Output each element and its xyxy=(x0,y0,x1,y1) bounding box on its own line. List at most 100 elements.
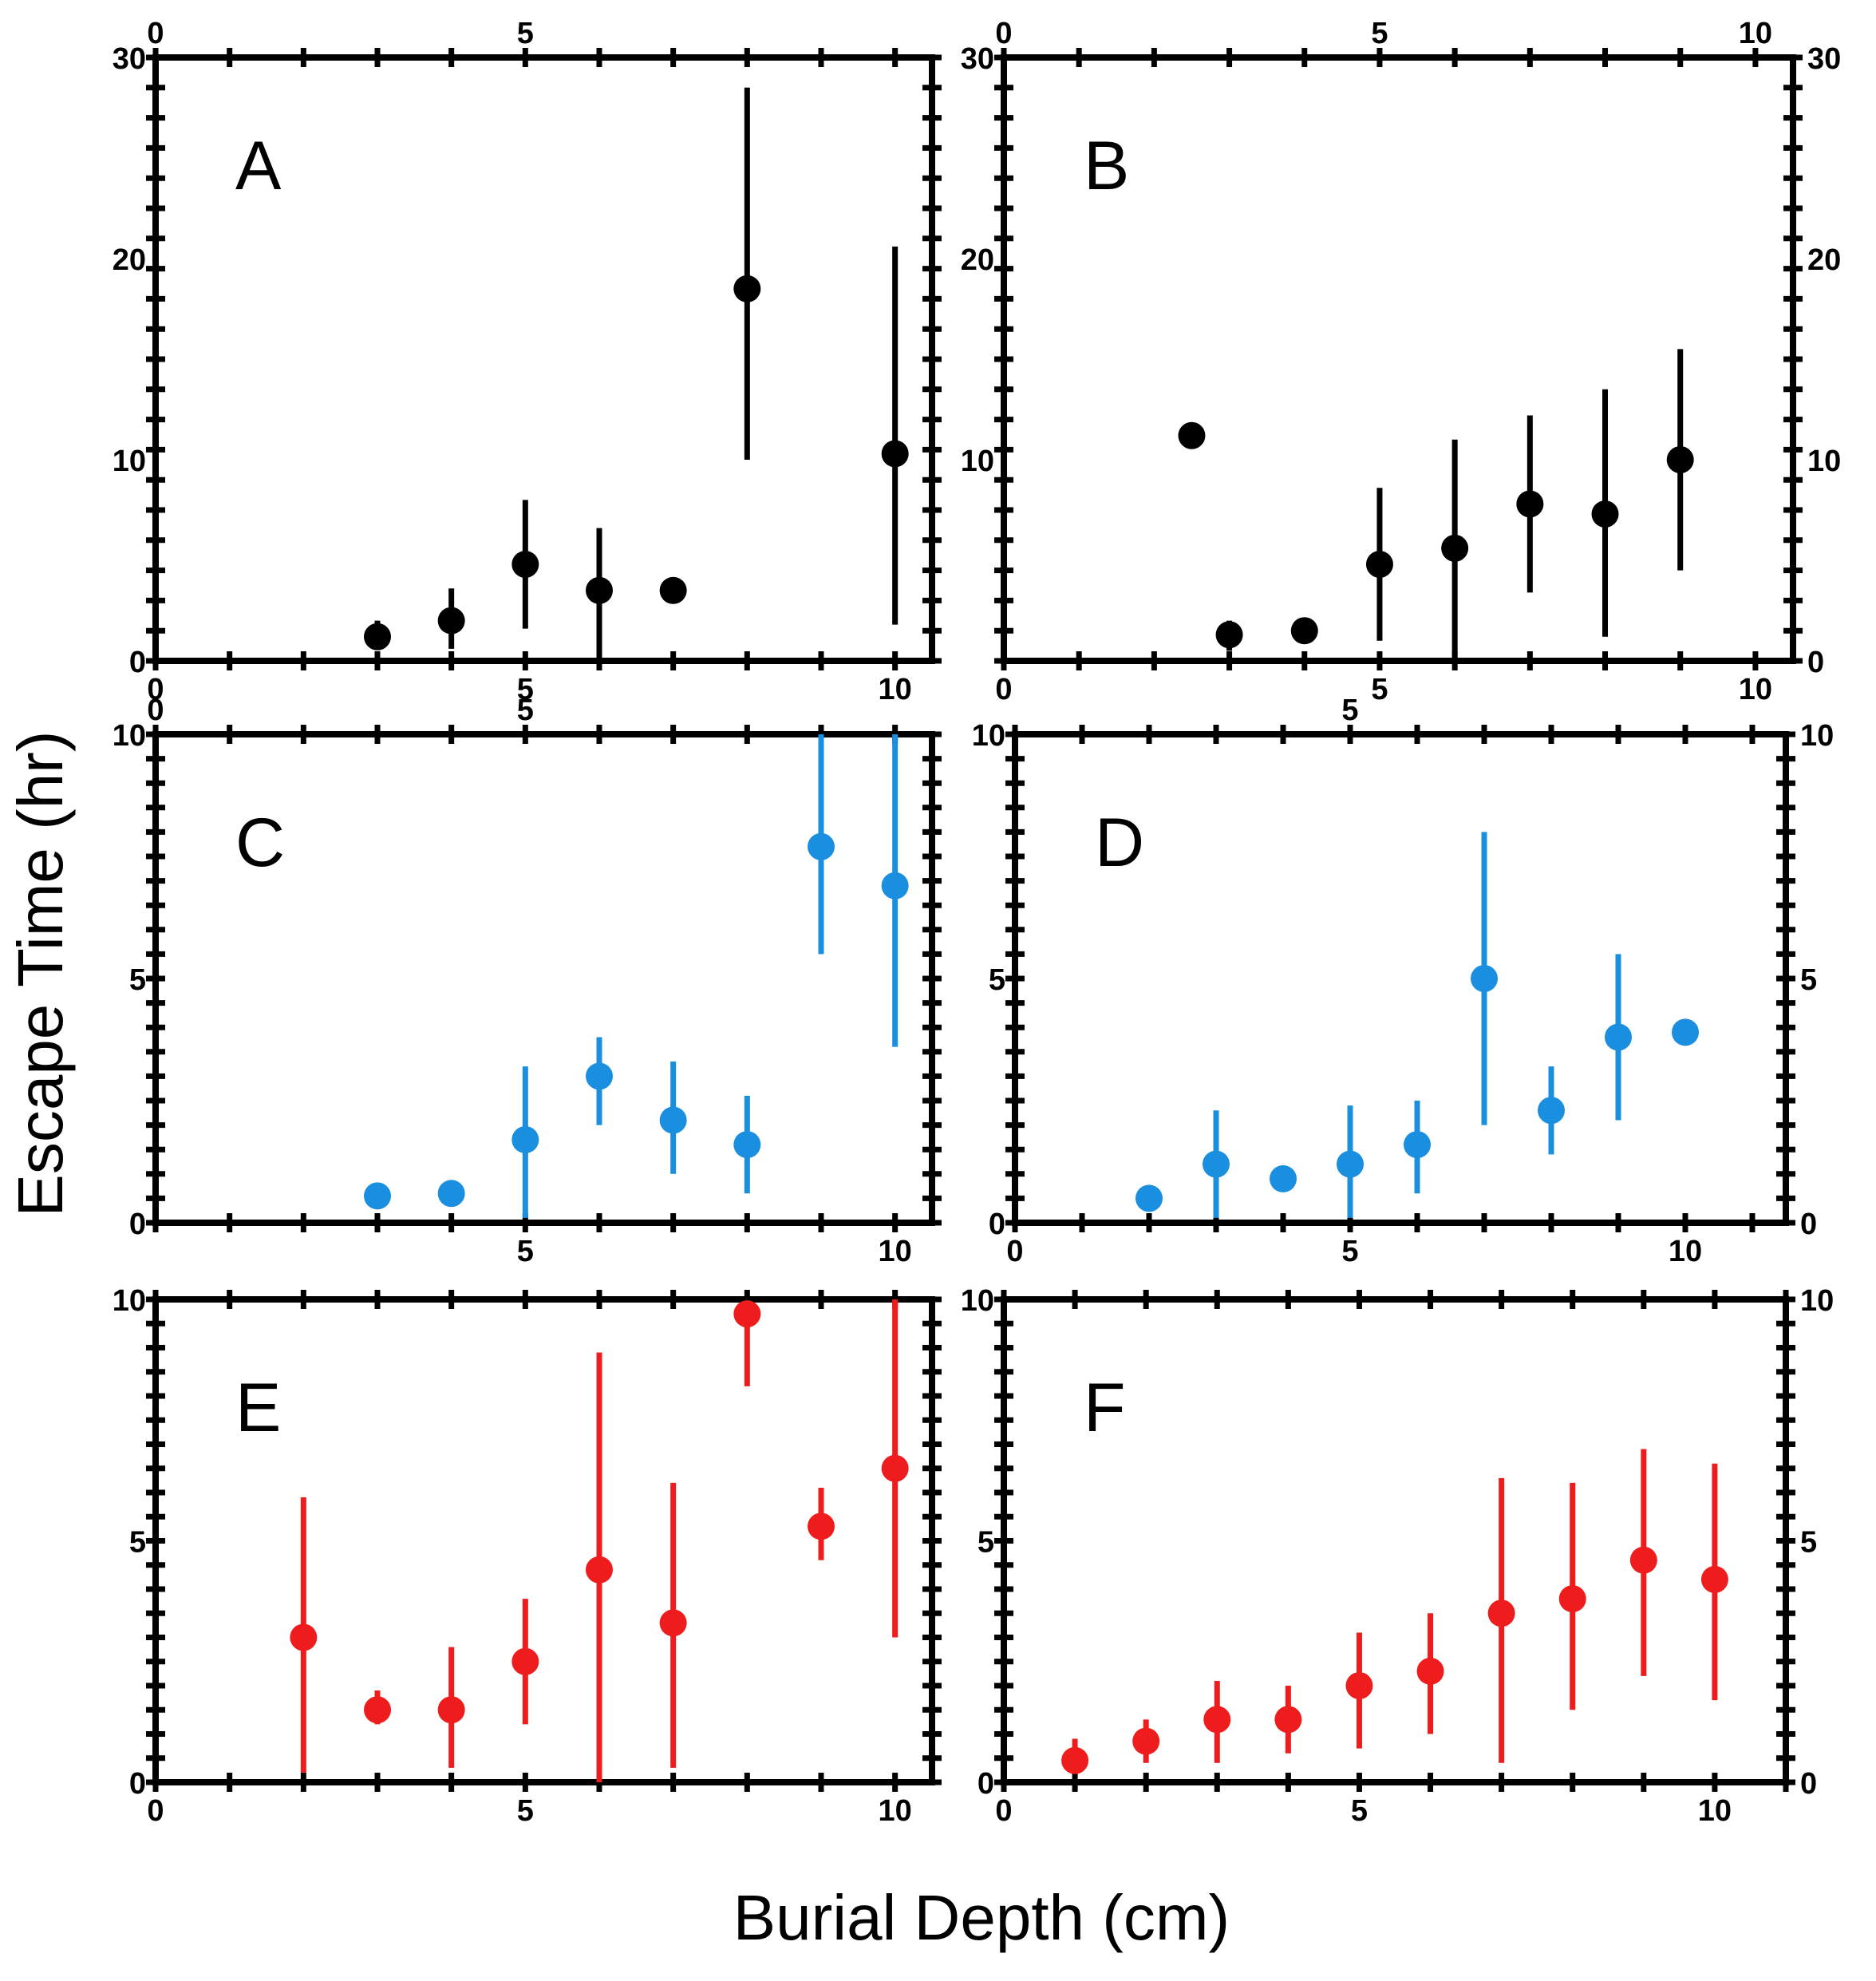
panel-d-data-point xyxy=(1203,1150,1230,1178)
panel-e-data-point xyxy=(364,1696,391,1724)
panel-e-data-point xyxy=(733,1300,761,1328)
panel-c-top-tick-label: 5 xyxy=(517,694,534,727)
panel-d: 0 5 10 5 0 5 10 0 5 10 D xyxy=(972,694,1835,1268)
panel-c-data-point xyxy=(364,1182,391,1210)
panel-b-top-tick-label: 5 xyxy=(1371,17,1388,50)
panel-c-data-point xyxy=(881,872,909,900)
panel-f-y-tick-label: 10 xyxy=(961,1284,994,1318)
panel-e-data-point xyxy=(659,1609,687,1637)
panel-e-y-tick-label: 0 xyxy=(129,1767,146,1801)
panel-b-y-tick-label: 10 xyxy=(961,445,994,478)
panel-e: 0 5 10 0 5 10 E xyxy=(113,1284,942,1828)
panel-f-data-point xyxy=(1700,1565,1728,1593)
panel-c-x-tick-label: 10 xyxy=(879,1235,912,1268)
panel-e-x-tick-label: 5 xyxy=(517,1794,534,1828)
panel-d-data-point xyxy=(1672,1018,1699,1046)
panel-a-x-tick-label: 0 xyxy=(147,673,164,706)
panel-f-data-point xyxy=(1274,1706,1302,1734)
panel-e-data-point xyxy=(437,1696,465,1724)
panel-c-y-tick-label: 10 xyxy=(113,719,146,753)
panel-a-data-point xyxy=(881,440,909,468)
panel-f-y-tick-label: 5 xyxy=(977,1526,994,1560)
panel-a-data-point xyxy=(511,551,539,579)
panel-a: 0 5 10 0 5 0 10 20 30 A xyxy=(113,17,942,706)
panel-c-y-tick-label: 0 xyxy=(129,1208,146,1241)
panel-d-y-tick-label: 0 xyxy=(989,1208,1005,1241)
panel-b-x-tick-label: 5 xyxy=(1371,673,1388,706)
panel-d-data-point xyxy=(1270,1164,1297,1192)
panel-b-right-tick-label: 20 xyxy=(1807,243,1841,277)
panel-a-data-point xyxy=(659,576,687,604)
panel-f-right-tick-label: 5 xyxy=(1800,1526,1817,1560)
x-axis-title: Burial Depth (cm) xyxy=(733,1882,1230,1953)
panel-b-x-tick-label: 0 xyxy=(995,673,1012,706)
panel-a-letter: A xyxy=(235,128,282,204)
panel-c-data-point xyxy=(437,1180,465,1208)
panel-e-x-tick-label: 10 xyxy=(879,1794,912,1828)
panel-f-data-point xyxy=(1132,1727,1160,1755)
panel-b-top-tick-label: 10 xyxy=(1739,17,1772,50)
panel-c-x-tick-label: 5 xyxy=(517,1235,534,1268)
panel-f-x-tick-label: 10 xyxy=(1698,1794,1732,1828)
panel-b-data-point xyxy=(1441,534,1469,562)
panel-e-letter: E xyxy=(235,1370,281,1446)
panel-b-top-tick-label: 0 xyxy=(995,17,1012,50)
panel-b-right-tick-label: 30 xyxy=(1807,42,1841,76)
panel-d-right-tick-label: 5 xyxy=(1800,963,1817,997)
panel-a-data-point xyxy=(364,623,391,650)
panel-d-data-point xyxy=(1471,965,1498,992)
panel-a-top-tick-label: 0 xyxy=(147,17,164,50)
panel-f-data-point xyxy=(1487,1599,1515,1627)
panel-b-right-tick-label: 0 xyxy=(1807,646,1824,679)
panel-c-data-point xyxy=(511,1125,539,1153)
panel-f-x-tick-label: 5 xyxy=(1351,1794,1368,1828)
panel-e-x-tick-label: 0 xyxy=(147,1794,164,1828)
panel-d-data-point xyxy=(1135,1184,1163,1212)
panel-b-right-tick-label: 10 xyxy=(1807,445,1841,478)
panel-b-y-tick-label: 30 xyxy=(961,42,994,76)
panel-d-right-tick-label: 0 xyxy=(1800,1208,1817,1241)
panel-b-x-tick-label: 10 xyxy=(1739,673,1772,706)
panel-b-letter: B xyxy=(1084,128,1129,204)
panel-e-data-point xyxy=(511,1647,539,1675)
panel-c-data-point xyxy=(733,1131,761,1159)
panel-b-data-point xyxy=(1365,551,1393,579)
panel-d-data-point xyxy=(1337,1150,1364,1178)
panel-f-data-point xyxy=(1629,1546,1657,1574)
panel-f: 0 5 10 0 5 10 0 5 10 F xyxy=(961,1284,1835,1828)
panel-a-x-tick-label: 10 xyxy=(879,673,912,706)
panel-d-top-tick-label: 5 xyxy=(1341,694,1358,727)
panel-f-letter: F xyxy=(1084,1370,1126,1446)
panel-f-data-point xyxy=(1203,1706,1231,1734)
panel-e-y-tick-label: 10 xyxy=(113,1284,146,1318)
panel-d-right-tick-label: 10 xyxy=(1800,719,1834,753)
panel-f-right-tick-label: 10 xyxy=(1800,1284,1834,1318)
panel-b-data-point xyxy=(1178,421,1206,449)
panel-d-y-tick-label: 5 xyxy=(989,963,1005,997)
panel-a-y-tick-label: 30 xyxy=(113,42,146,76)
panel-b-data-point xyxy=(1215,621,1243,649)
panel-e-data-point xyxy=(808,1512,835,1540)
panel-e-data-point xyxy=(881,1454,909,1482)
panel-a-top-tick-label: 5 xyxy=(517,17,534,50)
panel-f-data-point xyxy=(1558,1585,1586,1613)
y-axis-title: Escape Time (hr) xyxy=(5,730,76,1216)
panel-e-data-point xyxy=(586,1556,613,1584)
panel-c-data-point xyxy=(659,1106,687,1134)
panel-d-data-point xyxy=(1404,1131,1431,1159)
panel-a-data-point xyxy=(437,607,465,635)
panel-a-data-point xyxy=(733,275,761,302)
panel-d-x-tick-label: 0 xyxy=(1006,1235,1023,1268)
panel-f-data-point xyxy=(1061,1746,1089,1774)
panel-a-y-tick-label: 10 xyxy=(113,445,146,478)
panel-c-letter: C xyxy=(235,805,285,881)
panel-f-y-tick-label: 0 xyxy=(977,1767,994,1801)
panel-a-y-tick-label: 0 xyxy=(129,646,146,679)
panel-c-top-tick-label: 0 xyxy=(147,694,164,727)
panel-e-y-tick-label: 5 xyxy=(129,1526,146,1560)
panel-c-y-tick-label: 5 xyxy=(129,963,146,997)
panel-f-x-tick-label: 0 xyxy=(995,1794,1012,1828)
